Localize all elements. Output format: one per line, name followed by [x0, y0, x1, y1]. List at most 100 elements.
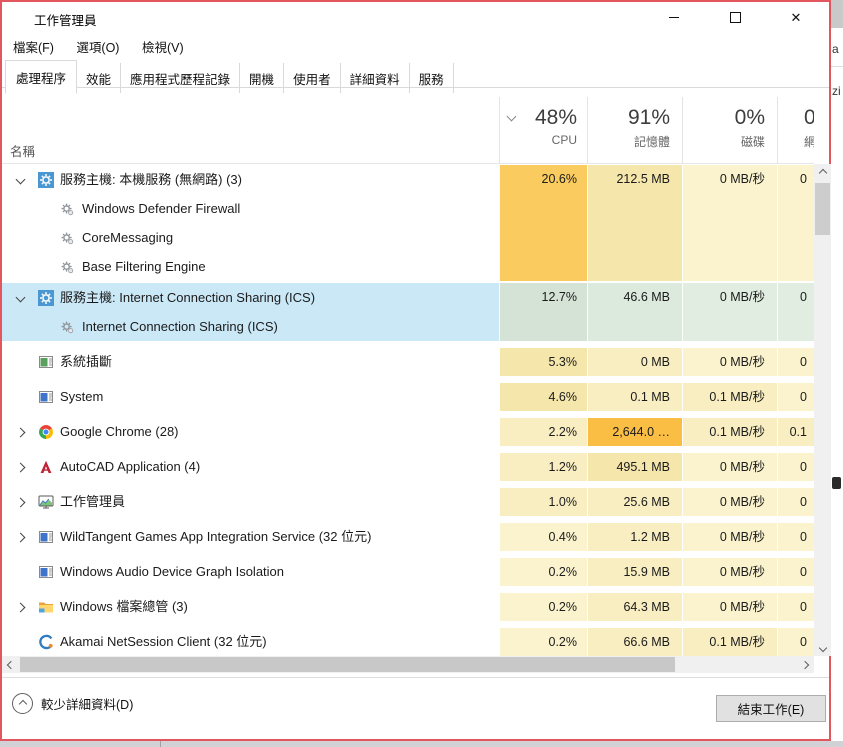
menu-file[interactable]: 檔案(F) — [13, 41, 54, 55]
mem-value: 0 MB — [640, 355, 670, 369]
chevron-down-icon[interactable] — [13, 291, 27, 305]
tab-services[interactable]: 服務 — [410, 63, 454, 93]
net-value: 0 — [800, 290, 807, 304]
process-row[interactable]: 服務主機: 本機服務 (無網路) (3) — [2, 165, 814, 194]
column-header-memory[interactable]: 91% 記憶體 — [587, 97, 682, 163]
process-row[interactable]: Google Chrome (28) — [2, 418, 814, 446]
background-text-fragment: a — [832, 42, 839, 56]
tab-performance[interactable]: 效能 — [77, 63, 122, 93]
process-child-row[interactable]: Internet Connection Sharing (ICS) — [2, 312, 814, 341]
tab-processes[interactable]: 處理程序 — [5, 60, 78, 94]
cpu-heat-cell — [499, 488, 587, 516]
process-row[interactable]: 系統插斷 — [2, 348, 814, 376]
disk-heat-cell — [682, 348, 777, 376]
chrome-icon — [38, 424, 54, 440]
mem-value: 64.3 MB — [623, 600, 670, 614]
chevron-right-icon[interactable] — [13, 460, 27, 474]
chevron-right-icon[interactable] — [13, 600, 27, 614]
process-name: 服務主機: 本機服務 (無網路) (3) — [60, 172, 242, 187]
cpu-value: 2.2% — [548, 425, 578, 439]
mem-value: 212.5 MB — [616, 172, 670, 186]
disk-value: 0 MB/秒 — [719, 290, 765, 304]
background-divider — [831, 66, 843, 67]
mem-heat-cell — [587, 628, 682, 656]
process-row[interactable]: AutoCAD Application (4) — [2, 453, 814, 481]
net-heat-cell — [777, 165, 814, 281]
process-row-group[interactable]: 工作管理員 1.0% 25.6 MB 0 MB/秒 0 — [2, 488, 814, 516]
end-task-button[interactable]: 結束工作(E) — [716, 695, 826, 722]
tab-app-history[interactable]: 應用程式歷程記錄 — [121, 63, 241, 93]
column-header-cpu[interactable]: 48% CPU — [499, 97, 587, 163]
title-bar[interactable]: 工作管理員 ✕ — [2, 2, 829, 32]
column-header-disk[interactable]: 0% 磁碟 — [682, 97, 777, 163]
footer-separator — [2, 677, 829, 678]
minimize-button[interactable] — [657, 2, 691, 32]
maximize-button[interactable] — [718, 2, 752, 32]
process-row[interactable]: 服務主機: Internet Connection Sharing (ICS) — [2, 283, 814, 312]
chevron-right-icon[interactable] — [13, 495, 27, 509]
disk-value: 0 MB/秒 — [719, 565, 765, 579]
column-header-name[interactable]: 名稱 — [10, 145, 36, 159]
horizontal-scrollbar[interactable] — [2, 656, 814, 673]
close-button[interactable]: ✕ — [779, 2, 813, 32]
process-row[interactable]: 工作管理員 — [2, 488, 814, 516]
process-row-group[interactable]: 系統插斷 5.3% 0 MB 0 MB/秒 0 — [2, 348, 814, 376]
scroll-right-button[interactable] — [796, 656, 814, 673]
tab-details[interactable]: 詳細資料 — [341, 63, 410, 93]
process-row-group[interactable]: Windows 檔案總管 (3) 0.2% 64.3 MB 0 MB/秒 0 — [2, 593, 814, 621]
net-heat-cell — [777, 558, 814, 586]
chevron-right-icon[interactable] — [13, 425, 27, 439]
net-value: 0 — [800, 390, 807, 404]
process-row-group[interactable]: 服務主機: 本機服務 (無網路) (3) Windows Defender Fir… — [2, 165, 814, 281]
process-name: Windows Defender Firewall — [82, 201, 241, 216]
disk-heat-cell — [682, 165, 777, 281]
cpu-heat-cell — [499, 453, 587, 481]
network-column-label: 網 — [778, 133, 814, 150]
process-row-group[interactable]: System 4.6% 0.1 MB 0.1 MB/秒 0 — [2, 383, 814, 411]
menu-view[interactable]: 檢視(V) — [141, 41, 184, 55]
process-name: AutoCAD Application (4) — [60, 459, 201, 474]
process-row-group[interactable]: Windows Audio Device Graph Isolation 0.2%… — [2, 558, 814, 586]
chevron-down-icon[interactable] — [13, 173, 27, 187]
tab-startup[interactable]: 開機 — [240, 63, 285, 93]
process-row[interactable]: Windows Audio Device Graph Isolation — [2, 558, 814, 586]
vertical-scrollbar-thumb[interactable] — [815, 183, 830, 235]
process-child-row[interactable]: CoreMessaging — [2, 223, 814, 252]
mem-heat-cell — [587, 348, 682, 376]
less-details-toggle[interactable]: 較少詳細資料(D) — [12, 693, 133, 714]
cpu-heat-cell — [499, 383, 587, 411]
net-value: 0 — [800, 635, 807, 649]
process-row-group[interactable]: WildTangent Games App Integration Servic… — [2, 523, 814, 551]
process-row[interactable]: Akamai NetSession Client (32 位元) — [2, 628, 814, 656]
task-manager-icon — [11, 9, 27, 25]
memory-total-usage: 91% — [627, 106, 670, 129]
process-row-group[interactable]: 服務主機: Internet Connection Sharing (ICS) I… — [2, 283, 814, 341]
menu-options[interactable]: 選項(O) — [76, 41, 120, 55]
process-row[interactable]: System — [2, 383, 814, 411]
autocad-icon — [38, 459, 54, 475]
horizontal-scrollbar-thumb[interactable] — [20, 657, 675, 672]
cpu-value: 5.3% — [548, 355, 578, 369]
process-row[interactable]: WildTangent Games App Integration Servic… — [2, 523, 814, 551]
tab-users[interactable]: 使用者 — [284, 63, 341, 93]
disk-value: 0 MB/秒 — [719, 530, 765, 544]
vertical-scrollbar[interactable] — [814, 164, 831, 656]
cpu-value: 0.2% — [548, 635, 578, 649]
chevron-right-icon[interactable] — [13, 530, 27, 544]
disk-value: 0 MB/秒 — [719, 600, 765, 614]
process-child-row[interactable]: Windows Defender Firewall — [2, 194, 814, 223]
process-row-group[interactable]: Akamai NetSession Client (32 位元) 0.2% 66.6… — [2, 628, 814, 656]
mem-heat-cell — [587, 523, 682, 551]
cpu-heat-cell — [499, 593, 587, 621]
tab-bar: 處理程序 效能 應用程式歷程記錄 開機 使用者 詳細資料 服務 — [2, 58, 829, 94]
process-child-row[interactable]: Base Filtering Engine — [2, 252, 814, 281]
process-row-group[interactable]: AutoCAD Application (4) 1.2% 495.1 MB 0 MB/… — [2, 453, 814, 481]
scroll-down-button[interactable] — [814, 639, 831, 656]
scroll-left-button[interactable] — [2, 656, 20, 673]
net-value: 0 — [800, 530, 807, 544]
scroll-up-button[interactable] — [814, 164, 831, 181]
net-heat-cell — [777, 628, 814, 656]
process-row[interactable]: Windows 檔案總管 (3) — [2, 593, 814, 621]
column-header-network[interactable]: 0 網 — [777, 97, 814, 163]
process-row-group[interactable]: Google Chrome (28) 2.2% 2,644.0 … 0.1 MB/秒 0… — [2, 418, 814, 446]
